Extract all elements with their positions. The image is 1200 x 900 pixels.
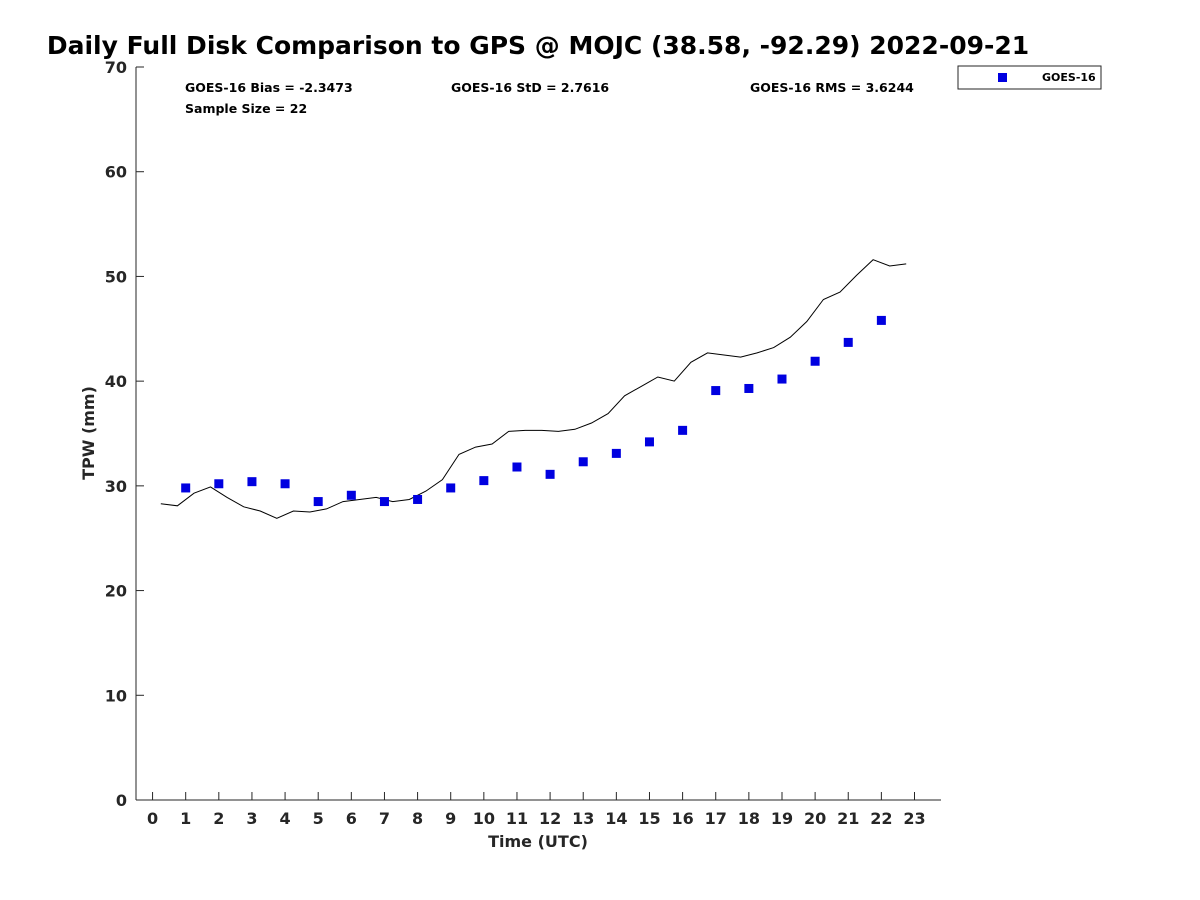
x-tick-label: 10 — [473, 809, 495, 828]
goes16-point — [611, 448, 621, 458]
x-tick-label: 5 — [313, 809, 324, 828]
x-tick-label: 19 — [771, 809, 793, 828]
goes16-point — [479, 476, 489, 486]
x-tick-label: 13 — [572, 809, 594, 828]
chart-title: Daily Full Disk Comparison to GPS @ MOJC… — [47, 31, 1029, 60]
legend: GOES-16 — [957, 65, 1102, 90]
y-tick-label: 40 — [105, 372, 127, 391]
x-tick-label: 15 — [638, 809, 660, 828]
y-tick-label: 10 — [105, 686, 127, 705]
legend-box — [957, 65, 1102, 90]
goes16-point — [578, 457, 588, 467]
y-tick-label: 0 — [116, 791, 127, 810]
legend-label-goes16: GOES-16 — [1042, 71, 1096, 84]
x-axis-ticks: 0 1 2 3 4 5 6 7 8 9 10 11 12 13 14 15 16 17 18 19 20 21 22 23 — [147, 792, 926, 828]
y-tick-label: 60 — [105, 163, 127, 182]
sample-size-stat: Sample Size = 22 — [185, 101, 307, 116]
y-tick-label: 50 — [105, 267, 127, 286]
bias-stat: GOES-16 Bias = -2.3473 — [185, 80, 353, 95]
x-tick-label: 17 — [705, 809, 727, 828]
rms-stat: GOES-16 RMS = 3.6244 — [750, 80, 914, 95]
goes16-point — [379, 497, 389, 507]
gps-line-series — [160, 259, 907, 519]
goes16-point — [346, 490, 356, 500]
goes16-point — [744, 383, 754, 393]
goes16-point — [545, 469, 555, 479]
goes16-point — [810, 356, 820, 366]
x-tick-label: 11 — [506, 809, 528, 828]
goes16-point — [876, 315, 886, 325]
goes16-point — [313, 497, 323, 507]
x-tick-label: 6 — [346, 809, 357, 828]
goes16-point — [181, 483, 191, 493]
x-tick-label: 18 — [738, 809, 760, 828]
x-tick-label: 20 — [804, 809, 826, 828]
x-tick-label: 4 — [280, 809, 291, 828]
goes16-point — [413, 494, 423, 504]
y-axis-label: TPW (mm) — [79, 386, 98, 480]
y-tick-label: 30 — [105, 477, 127, 496]
x-tick-label: 16 — [671, 809, 693, 828]
x-axis-label: Time (UTC) — [488, 832, 588, 851]
goes16-point — [644, 437, 654, 447]
goes16-point — [280, 479, 290, 489]
gps-line — [160, 259, 907, 519]
x-tick-label: 3 — [246, 809, 257, 828]
x-tick-label: 0 — [147, 809, 158, 828]
goes16-point-series — [181, 315, 886, 507]
goes16-point — [512, 462, 522, 472]
goes16-point — [446, 483, 456, 493]
goes16-point — [777, 374, 787, 384]
x-tick-label: 9 — [445, 809, 456, 828]
x-tick-label: 23 — [903, 809, 925, 828]
goes16-point — [247, 477, 257, 487]
x-tick-label: 2 — [213, 809, 224, 828]
x-tick-label: 14 — [605, 809, 627, 828]
y-tick-label: 20 — [105, 582, 127, 601]
y-tick-label: 70 — [105, 58, 127, 77]
x-tick-label: 22 — [870, 809, 892, 828]
x-tick-label: 21 — [837, 809, 859, 828]
goes16-point — [711, 386, 721, 396]
y-axis-ticks: 0 10 20 30 40 50 60 70 — [105, 58, 144, 810]
plot-area — [135, 67, 941, 801]
legend-marker-goes16 — [998, 73, 1007, 82]
x-tick-label: 12 — [539, 809, 561, 828]
goes16-point — [843, 337, 853, 347]
goes16-point — [678, 425, 688, 435]
goes16-point — [214, 479, 224, 489]
x-tick-label: 8 — [412, 809, 423, 828]
x-tick-label: 7 — [379, 809, 390, 828]
x-tick-label: 1 — [180, 809, 191, 828]
std-stat: GOES-16 StD = 2.7616 — [451, 80, 609, 95]
